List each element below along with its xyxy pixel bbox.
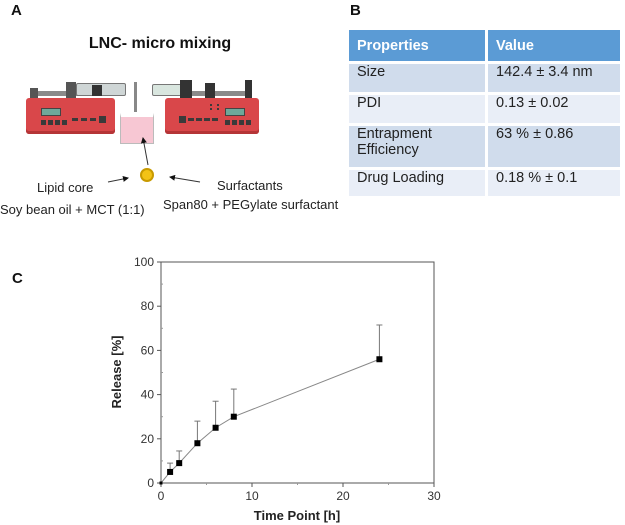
table-row: PDI 0.13 ± 0.02 [349, 92, 620, 125]
value-cell: 142.4 ± 3.4 nm [486, 61, 620, 94]
y-tick-label: 80 [141, 299, 155, 313]
value-cell: 63 % ± 0.86 [486, 123, 620, 169]
y-axis-label: Release [%] [109, 336, 124, 409]
beaker-icon [120, 113, 154, 144]
x-tick-label: 10 [245, 489, 259, 503]
lipid-core-detail: Soy bean oil + MCT (1:1) [0, 202, 145, 217]
property-cell: PDI [349, 92, 488, 125]
table-row: Entrapment Efficiency 63 % ± 0.86 [349, 123, 620, 169]
table-row: Drug Loading 0.18 % ± 0.1 [349, 167, 620, 196]
data-point-marker [230, 413, 237, 420]
data-point-marker [376, 356, 383, 363]
value-cell: 0.13 ± 0.02 [486, 92, 620, 125]
panel-c-label: C [12, 270, 23, 287]
chart-axes: 0 20 40 60 80 100 0 10 20 30 [134, 255, 441, 503]
chart-series [159, 324, 383, 485]
x-tick-label: 0 [158, 489, 165, 503]
table-row: Size 142.4 ± 3.4 nm [349, 61, 620, 94]
property-cell: Size [349, 61, 488, 94]
arrow-icon [107, 137, 201, 183]
header-properties: Properties [349, 30, 488, 63]
data-point-marker [194, 440, 201, 447]
lipid-core-label: Lipid core [37, 180, 94, 195]
x-tick-label: 20 [336, 489, 350, 503]
x-axis-label: Time Point [h] [254, 508, 340, 523]
release-line [160, 358, 380, 484]
mixing-needle-icon [134, 82, 137, 112]
header-value: Value [486, 30, 620, 63]
panel-a-label: A [11, 2, 22, 19]
panel-a-title: LNC- micro mixing [88, 35, 232, 52]
y-tick-label: 100 [134, 255, 154, 269]
release-chart: 0 20 40 60 80 100 0 10 20 30 Time Point [h] Relea… [109, 255, 441, 523]
properties-table: Properties Value Size 142.4 ± 3.4 nm PDI… [349, 30, 620, 196]
property-cell: Entrapment Efficiency [349, 123, 488, 169]
data-point-marker [212, 424, 219, 431]
data-point-marker [167, 468, 174, 475]
value-cell: 0.18 % ± 0.1 [486, 167, 620, 196]
surfactants-detail: Span80 + PEGylate surfactant [163, 197, 339, 212]
data-point-marker [176, 460, 183, 467]
lipid-nanocapsule-icon [140, 168, 154, 182]
data-point-marker [159, 481, 163, 485]
property-cell: Drug Loading [349, 167, 488, 196]
y-tick-label: 60 [141, 343, 155, 357]
y-tick-label: 40 [141, 388, 155, 402]
table-header-row: Properties Value [349, 30, 620, 63]
y-tick-label: 0 [147, 476, 154, 490]
surfactants-label: Surfactants [217, 178, 283, 193]
x-tick-label: 30 [427, 489, 441, 503]
panel-b-label: B [350, 2, 361, 19]
y-tick-label: 20 [141, 432, 155, 446]
